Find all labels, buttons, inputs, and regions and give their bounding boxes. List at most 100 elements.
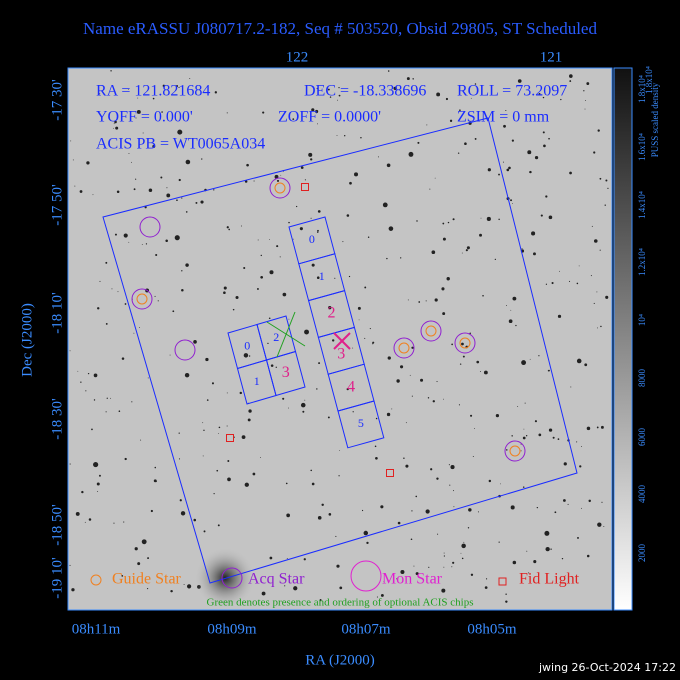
star	[457, 152, 460, 154]
y-title: Dec (J2000)	[19, 303, 35, 377]
star	[86, 161, 90, 165]
star	[380, 505, 384, 509]
star	[405, 422, 407, 424]
star	[505, 600, 508, 603]
legend-label: Fid Light	[519, 571, 580, 588]
s-chip	[337, 400, 385, 449]
star	[545, 283, 548, 285]
star	[166, 193, 171, 198]
star	[317, 123, 318, 125]
star	[193, 340, 197, 344]
star	[319, 598, 322, 601]
star	[141, 244, 143, 245]
acq-star	[139, 216, 161, 238]
star	[99, 280, 101, 282]
star	[506, 449, 508, 451]
star	[352, 347, 354, 349]
star	[262, 111, 265, 114]
star	[460, 552, 462, 554]
star	[510, 309, 512, 311]
star	[450, 465, 455, 470]
top-tick: 122	[286, 49, 309, 65]
star	[180, 511, 186, 516]
star	[161, 111, 163, 113]
star	[576, 441, 578, 443]
star	[284, 585, 286, 587]
star	[488, 479, 492, 483]
star	[367, 236, 370, 238]
star	[538, 355, 540, 357]
y-tick: -17 50'	[49, 184, 65, 226]
star	[428, 566, 430, 568]
star	[557, 314, 562, 318]
star	[147, 377, 149, 379]
star	[472, 456, 474, 458]
star	[246, 163, 249, 167]
star	[432, 400, 435, 403]
x-tick: 08h11m	[72, 621, 121, 637]
star	[544, 530, 550, 536]
star	[252, 472, 256, 476]
star-markers	[131, 177, 526, 477]
star	[461, 342, 464, 346]
star	[569, 171, 572, 175]
star	[576, 282, 579, 285]
star	[599, 177, 602, 180]
star	[299, 227, 303, 231]
star	[160, 176, 163, 179]
star	[257, 239, 259, 241]
star	[354, 172, 359, 177]
star	[183, 584, 185, 586]
guide-star	[136, 293, 148, 305]
star	[451, 343, 453, 346]
star	[106, 397, 108, 399]
star	[315, 109, 319, 113]
star	[239, 391, 242, 395]
star	[386, 163, 391, 168]
star	[462, 355, 465, 358]
star	[156, 481, 157, 483]
star	[311, 263, 315, 267]
star	[178, 458, 181, 460]
star	[366, 541, 369, 545]
star	[569, 80, 572, 82]
star	[185, 159, 191, 165]
star	[339, 450, 341, 452]
star	[87, 372, 90, 375]
star	[531, 231, 536, 236]
star	[436, 92, 441, 97]
star	[416, 220, 418, 222]
star	[476, 360, 480, 364]
star	[448, 464, 450, 466]
star	[93, 399, 96, 401]
star	[293, 586, 298, 591]
star	[203, 429, 205, 431]
star	[548, 428, 553, 432]
star	[157, 300, 159, 302]
star	[380, 593, 384, 597]
star	[511, 139, 514, 142]
star	[604, 204, 606, 206]
star	[364, 286, 367, 289]
star	[269, 239, 270, 241]
star	[603, 526, 605, 528]
star	[233, 436, 235, 438]
star	[113, 123, 115, 125]
star	[431, 250, 436, 255]
info: DEC = -18.338696	[304, 83, 426, 100]
star	[248, 355, 251, 357]
star	[512, 560, 517, 565]
star	[110, 70, 112, 72]
star	[528, 572, 530, 574]
star	[116, 190, 120, 194]
star	[425, 509, 430, 514]
star	[110, 397, 112, 399]
chip-label: 0	[244, 338, 250, 352]
star	[418, 301, 421, 303]
star	[147, 557, 150, 560]
star	[348, 275, 351, 278]
star	[533, 252, 536, 256]
guide-star	[459, 337, 471, 349]
fid-light	[301, 183, 309, 191]
star	[304, 329, 310, 335]
